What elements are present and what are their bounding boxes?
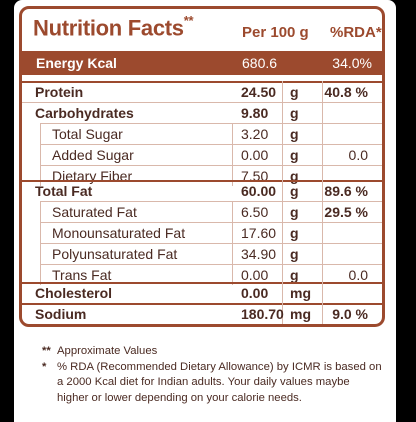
nutrient-unit: g bbox=[290, 105, 299, 121]
nutrient-unit: mg bbox=[290, 285, 311, 301]
nutrient-value: 0.00 bbox=[241, 267, 269, 283]
nutrient-value: 180.70 bbox=[241, 306, 284, 322]
nutrient-name: Added Sugar bbox=[52, 147, 134, 163]
energy-label: Energy Kcal bbox=[36, 55, 117, 71]
footnote-mark: * bbox=[42, 360, 47, 373]
footnote-rda: * % RDA (Recommended Dietary Allowance) b… bbox=[42, 360, 382, 407]
nutrient-unit: g bbox=[290, 147, 299, 163]
nutrient-row-carbohydrates: Carbohydrates 9.80 g bbox=[22, 102, 382, 123]
nutrient-name: Total Sugar bbox=[52, 126, 123, 142]
nutrient-rda: 29.5 % bbox=[324, 204, 368, 220]
energy-value: 680.6 bbox=[242, 55, 278, 71]
nutrient-unit: mg bbox=[290, 306, 311, 322]
nutrient-value: 24.50 bbox=[241, 84, 277, 100]
nutrient-row-polyunsaturated-fat: Polyunsaturated Fat 34.90 g bbox=[22, 243, 382, 264]
nutrient-unit: g bbox=[290, 183, 299, 199]
nutrient-row-monounsaturated-fat: Monounsaturated Fat 17.60 g bbox=[22, 222, 382, 243]
nutrient-name: Carbohydrates bbox=[35, 105, 134, 121]
nutrient-value: 6.50 bbox=[241, 204, 269, 220]
nutrient-unit: g bbox=[290, 204, 299, 220]
nutrient-name: Protein bbox=[35, 84, 84, 100]
nutrient-row-saturated-fat: Saturated Fat 6.50 g 29.5 % bbox=[22, 201, 382, 222]
per-100g-header: Per 100 g bbox=[242, 24, 309, 41]
footnotes: ** Approximate Values * % RDA (Recommended… bbox=[42, 344, 382, 406]
page-title: Nutrition Facts** bbox=[33, 13, 194, 41]
footnote-text: % RDA (Recommended Dietary Allowance) by… bbox=[57, 360, 382, 404]
footnote-approximate: ** Approximate Values bbox=[42, 344, 382, 360]
nutrient-value: 9.80 bbox=[241, 105, 269, 121]
nutrient-name: Polyunsaturated Fat bbox=[52, 246, 178, 262]
nutrient-row-protein: Protein 24.50 g 40.8 % bbox=[22, 81, 382, 102]
nutrient-name: Cholesterol bbox=[35, 285, 113, 301]
nutrient-rda: 9.0 % bbox=[332, 306, 368, 322]
nutrient-name: Saturated Fat bbox=[52, 204, 137, 220]
nutrient-rda: 89.6 % bbox=[324, 183, 368, 199]
nutrient-unit: g bbox=[290, 84, 299, 100]
nutrient-unit: g bbox=[290, 168, 299, 184]
nutrient-row-total-sugar: Total Sugar 3.20 g bbox=[22, 123, 382, 144]
energy-rda: 34.0% bbox=[332, 55, 372, 71]
nutrient-row-trans-fat: Trans Fat 0.00 g 0.0 bbox=[22, 264, 382, 285]
nutrient-name: Trans Fat bbox=[52, 267, 112, 283]
nutrient-name: Total Fat bbox=[35, 183, 93, 199]
nutrient-name: Monounsaturated Fat bbox=[52, 225, 186, 241]
footnote-mark: ** bbox=[42, 345, 51, 357]
nutrition-table-frame bbox=[19, 6, 385, 327]
title-footnote-mark: ** bbox=[183, 13, 194, 28]
table-header: Nutrition Facts** Per 100 g %RDA* bbox=[19, 10, 416, 46]
nutrient-value: 0.00 bbox=[241, 147, 269, 163]
nutrient-rda: 40.8 % bbox=[324, 84, 368, 100]
nutrient-name: Sodium bbox=[35, 306, 87, 322]
nutrient-unit: g bbox=[290, 267, 299, 283]
nutrient-rda: 0.0 bbox=[348, 267, 368, 283]
nutrient-row-sodium: Sodium 180.70 mg 9.0 % bbox=[22, 303, 382, 324]
footnote-text: Approximate Values bbox=[57, 345, 158, 357]
nutrient-row-total-fat: Total Fat 60.00 g 89.6 % bbox=[22, 180, 382, 201]
nutrient-value: 17.60 bbox=[241, 225, 277, 241]
nutrient-value: 34.90 bbox=[241, 246, 277, 262]
nutrient-rda: 0.0 bbox=[348, 147, 368, 163]
rda-header: %RDA* bbox=[330, 24, 382, 41]
nutrient-unit: g bbox=[290, 246, 299, 262]
nutrient-unit: g bbox=[290, 225, 299, 241]
nutrient-row-added-sugar: Added Sugar 0.00 g 0.0 bbox=[22, 144, 382, 165]
energy-row: Energy Kcal 680.6 34.0% bbox=[22, 51, 382, 75]
nutrient-value: 3.20 bbox=[241, 126, 269, 142]
nutrient-value: 0.00 bbox=[241, 285, 269, 301]
nutrient-value: 60.00 bbox=[241, 183, 277, 199]
nutrient-row-cholesterol: Cholesterol 0.00 mg bbox=[22, 282, 382, 303]
nutrient-unit: g bbox=[290, 126, 299, 142]
